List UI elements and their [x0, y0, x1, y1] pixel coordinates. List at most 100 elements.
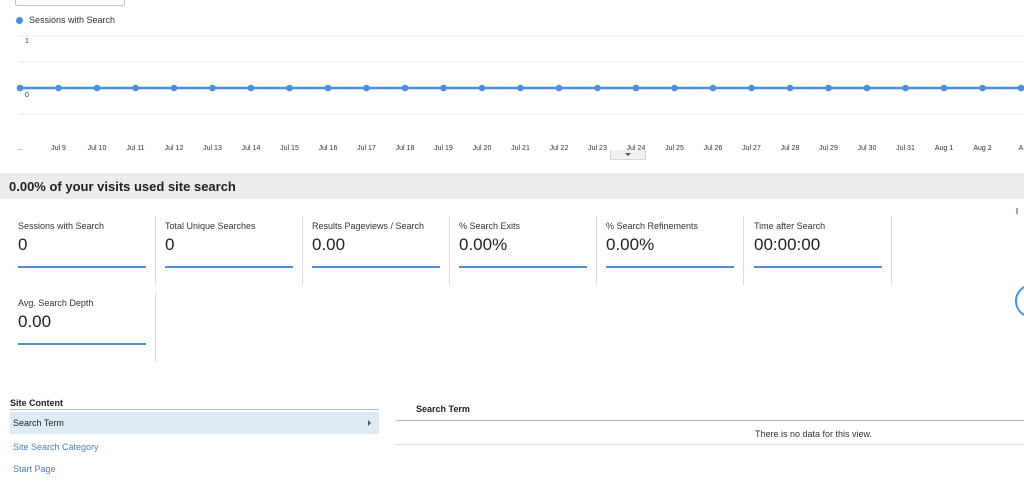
- sessions-line-chart: 1 0... Jul 9 Jul 10 Jul 11 Jul 12 Jul 13 Jul 14…: [16, 35, 1024, 152]
- metric-label: % Search Refinements: [606, 221, 699, 231]
- metric-label: Total Unique Searches: [165, 221, 256, 231]
- metric-label: Results Pageviews / Search: [312, 221, 425, 231]
- data-point: [940, 84, 948, 92]
- data-point: [979, 84, 986, 92]
- legend-label: Sessions with Search: [29, 15, 116, 25]
- metric-value: 0: [165, 235, 175, 254]
- data-point: [478, 84, 486, 92]
- data-point: [748, 84, 755, 92]
- metric-tile-avg-search-depth[interactable]: Avg. Search Depth 0.00: [15, 293, 162, 362]
- data-point: [786, 84, 794, 92]
- x-tick-label: Jul 20: [473, 145, 492, 152]
- collapse-chart-tab[interactable]: [610, 150, 646, 160]
- metric-tile-results-pageviews[interactable]: Results Pageviews / Search 0.00: [309, 216, 456, 285]
- data-point: [825, 84, 832, 92]
- data-point: [517, 84, 524, 92]
- table-divider: [396, 444, 1024, 445]
- metric-sparkline: [18, 266, 146, 268]
- data-point: [440, 84, 447, 92]
- data-point: [247, 84, 255, 92]
- metric-sparkline: [754, 266, 882, 268]
- metric-label: % Search Exits: [459, 221, 521, 231]
- data-point: [594, 84, 601, 92]
- top-button[interactable]: [15, 0, 125, 6]
- x-tick-label: Jul 30: [858, 145, 877, 152]
- metric-sparkline: [606, 266, 734, 268]
- metric-label: Sessions with Search: [18, 221, 105, 231]
- site-content-heading: Site Content: [10, 398, 63, 408]
- dimension-item-search-term[interactable]: Search Term: [10, 412, 379, 434]
- data-point: [209, 84, 216, 92]
- x-tick-label: Jul 13: [203, 145, 222, 152]
- data-point: [555, 84, 563, 92]
- scroll-marker: [1016, 208, 1018, 214]
- x-tick-label: Jul 16: [319, 145, 338, 152]
- metric-label: Time after Search: [754, 221, 826, 231]
- data-point: [324, 84, 332, 92]
- legend-dot-icon: [16, 16, 23, 24]
- metric-tile-total-unique-searches[interactable]: Total Unique Searches 0: [162, 216, 309, 285]
- metric-sparkline: [312, 266, 440, 268]
- metric-tile-sessions-with-search[interactable]: Sessions with Search 0: [15, 216, 162, 285]
- chart-legend: Sessions with Search: [16, 15, 115, 25]
- metric-value: 0.00: [18, 312, 52, 331]
- dimension-label: Search Term: [13, 418, 64, 428]
- x-tick-label: Jul 15: [280, 145, 299, 152]
- summary-bar: [0, 173, 1024, 199]
- chevron-down-icon: [625, 153, 631, 156]
- x-tick-label: Jul 11: [126, 145, 144, 152]
- data-point: [363, 84, 370, 92]
- table-column-header[interactable]: Search Term: [416, 404, 470, 414]
- tile-divider: [891, 216, 892, 285]
- x-tick-label: Aug 1: [935, 145, 953, 152]
- dimension-link-site-search-category[interactable]: Site Search Category: [13, 442, 99, 452]
- data-point: [286, 84, 293, 92]
- x-tick-label: Jul 29: [819, 145, 838, 152]
- metric-value: 0.00%: [606, 235, 655, 254]
- data-point: [401, 84, 409, 92]
- metric-tile-search-refinements[interactable]: % Search Refinements 0.00%: [603, 216, 750, 285]
- y-tick-label: 1: [25, 38, 29, 45]
- metric-label: Avg. Search Depth: [18, 298, 94, 308]
- x-tick-label: Jul 12: [165, 145, 184, 152]
- metric-value: 0.00: [312, 235, 346, 254]
- metric-sparkline: [18, 343, 146, 345]
- x-tick-label: Jul 28: [781, 145, 800, 152]
- chevron-right-icon: [368, 420, 371, 426]
- metric-tile-search-exits[interactable]: % Search Exits 0.00%: [456, 216, 603, 285]
- x-tick-label: Jul 26: [704, 145, 723, 152]
- divider: [10, 409, 379, 410]
- x-tick-label: Jul 14: [242, 145, 261, 152]
- metric-sparkline: [459, 266, 587, 268]
- help-bubble-icon[interactable]: [1015, 284, 1024, 318]
- data-point: [709, 84, 717, 92]
- data-point: [55, 84, 62, 92]
- empty-table-message: There is no data for this view.: [755, 429, 873, 439]
- data-point: [93, 84, 101, 92]
- x-tick-label: ...: [17, 145, 23, 152]
- x-tick-label: Jul 31: [896, 145, 915, 152]
- x-tick-label: Jul 17: [357, 145, 376, 152]
- table-divider: [396, 420, 1024, 421]
- x-tick-label: Aug 2: [973, 145, 991, 152]
- data-point: [132, 84, 139, 92]
- data-point: [863, 84, 871, 92]
- tile-divider: [302, 216, 303, 285]
- data-point: [632, 84, 640, 92]
- x-tick-label: Jul 21: [511, 145, 530, 152]
- x-tick-label: Jul 24: [627, 145, 646, 152]
- data-point: [902, 84, 909, 92]
- x-tick-label: Jul 9: [51, 145, 66, 152]
- x-tick-label: Jul 27: [742, 145, 761, 152]
- metric-value: 0: [18, 235, 28, 254]
- data-point: [671, 84, 678, 92]
- tile-divider: [743, 216, 744, 285]
- data-point: [16, 84, 24, 92]
- dimension-link-start-page[interactable]: Start Page: [13, 464, 56, 474]
- metric-tile-time-after-search[interactable]: Time after Search 00:00:00: [751, 216, 898, 285]
- summary-title: 0.00% of your visits used site search: [9, 179, 236, 194]
- tile-divider: [449, 216, 450, 285]
- x-tick-label: Jul 25: [665, 145, 684, 152]
- metric-sparkline: [165, 266, 293, 268]
- y-tick-label: 0: [25, 92, 29, 99]
